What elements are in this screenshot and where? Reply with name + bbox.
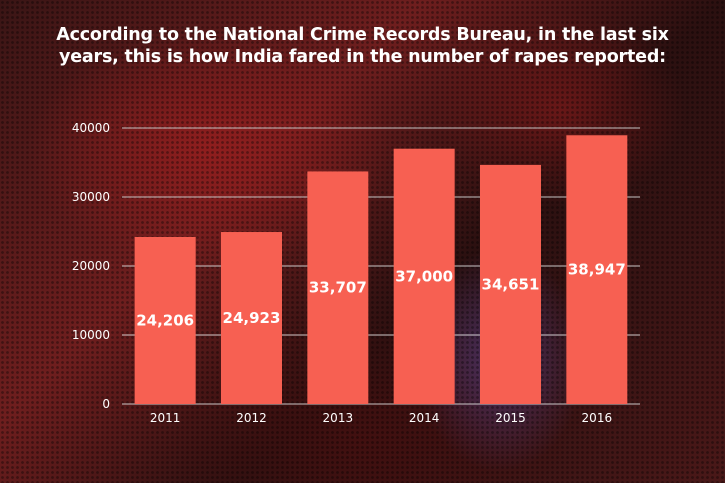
chart-title-line-1: According to the National Crime Records … <box>56 25 669 45</box>
bar-2011 <box>134 236 196 404</box>
bar-value-label: 33,707 <box>309 279 367 297</box>
y-tick-label: 0 <box>102 397 110 411</box>
bar-2015 <box>480 164 541 404</box>
bar-value-label: 37,000 <box>395 267 453 285</box>
bar-value-label: 38,947 <box>568 261 626 279</box>
bar-labels: 24,206 24,923 33,707 37,000 34,651 38,947 <box>136 261 626 330</box>
x-axis-ticks: 2011 2012 2013 2014 2015 2016 <box>150 411 612 425</box>
y-tick-label: 20000 <box>72 259 110 273</box>
y-tick-label: 40000 <box>72 121 110 135</box>
chart-title-line-2: years, this is how India fared in the nu… <box>59 47 666 67</box>
bar-2012 <box>221 232 282 404</box>
bar-2014 <box>393 148 455 404</box>
y-axis-ticks: 0 10000 20000 30000 40000 <box>72 121 110 411</box>
bars <box>134 135 628 405</box>
bar-value-label: 34,651 <box>482 275 540 293</box>
chart-title: According to the National Crime Records … <box>20 24 705 68</box>
y-tick-label: 30000 <box>72 190 110 204</box>
gridlines <box>122 127 640 405</box>
bar-2016 <box>566 135 628 405</box>
x-tick-label: 2015 <box>495 411 526 425</box>
x-tick-label: 2016 <box>582 411 613 425</box>
y-tick-label: 10000 <box>72 328 110 342</box>
x-tick-label: 2011 <box>150 411 181 425</box>
bar-value-label: 24,923 <box>223 309 281 327</box>
x-tick-label: 2013 <box>323 411 354 425</box>
x-tick-label: 2012 <box>236 411 267 425</box>
x-tick-label: 2014 <box>409 411 440 425</box>
bar-value-label: 24,206 <box>136 311 194 329</box>
bar-2013 <box>307 171 369 404</box>
